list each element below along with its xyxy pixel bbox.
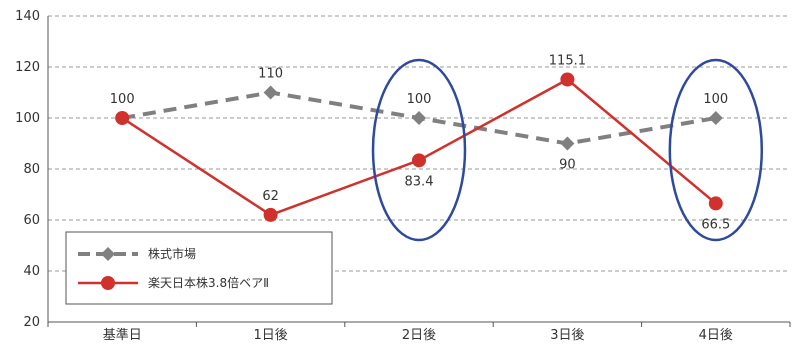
highlight-ellipse [668,58,764,242]
legend-marker-circle [101,276,115,290]
y-tick-label: 20 [23,315,40,330]
data-point-circle [412,153,426,168]
x-tick-label: 4日後 [699,328,733,343]
y-tick-label: 40 [23,264,40,279]
data-point-diamond [560,136,575,151]
data-point-diamond [263,85,278,100]
data-label: 66.5 [701,217,730,232]
y-tick-label: 60 [23,213,40,228]
x-tick-label: 基準日 [103,327,142,343]
data-point-circle [560,72,575,87]
data-point-circle [708,196,723,211]
data-point-circle [115,111,130,125]
data-point-diamond [412,111,426,125]
highlight-ellipse [371,58,467,242]
y-tick-label: 140 [15,9,40,24]
legend-marker-diamond [101,247,115,261]
data-label: 90 [559,158,576,173]
x-tick-label: 2日後 [402,328,436,343]
data-point-diamond [708,111,723,125]
data-label: 100 [110,92,135,107]
data-label: 83.4 [405,174,434,189]
legend-label: 株式市場 [148,246,196,261]
x-tick-label: 1日後 [253,328,287,343]
data-label: 115.1 [549,53,586,68]
data-label: 62 [262,189,279,204]
data-label: 100 [703,92,728,107]
y-tick-label: 80 [23,162,40,177]
y-tick-label: 120 [15,60,40,75]
legend-label: 楽天日本株3.8倍ベアⅡ [148,275,269,290]
legend-box [65,231,333,305]
y-tick-label: 100 [15,111,40,126]
data-label: 100 [407,92,432,107]
x-tick-label: 3日後 [550,328,584,343]
data-point-circle [263,207,278,222]
data-label: 110 [258,67,283,82]
